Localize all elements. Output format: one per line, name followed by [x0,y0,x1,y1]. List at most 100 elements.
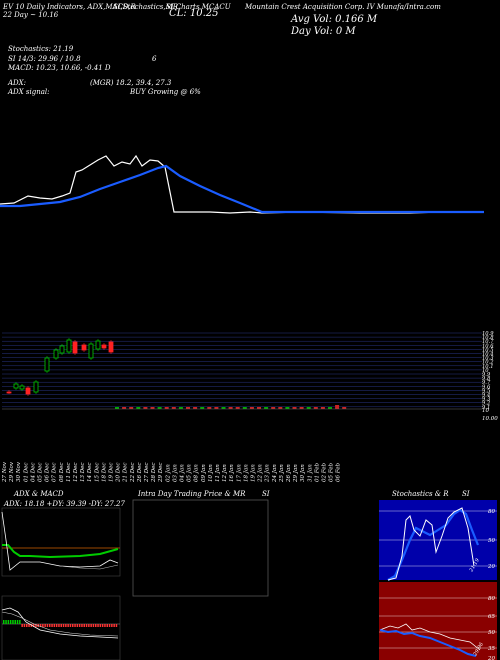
stoch-axis-20: 20 [487,564,495,570]
date-axis-label: 01 Dec [23,463,29,483]
date-axis-label: 05 Feb [329,462,335,482]
macd-hist-bar [85,624,88,627]
rsi-blue-line [379,629,477,657]
macd-hist-bar [76,624,79,627]
candle-body [101,344,107,349]
date-axis-label: 04 Dec [30,463,36,483]
volume-bar [122,407,127,409]
candlesticks [6,338,114,396]
price-axis-label: 10.2 [482,360,494,366]
date-axis-label: 13 Dec [80,463,86,483]
adx-panel-title: ADX & MACD [14,490,64,498]
price-axis-label: 10.7 [482,339,494,345]
chart-title-mid2: SI Charts MCACU [166,3,231,11]
candle-body [44,357,50,372]
volume-bar [313,407,318,409]
macd-hist-bar [23,624,26,627]
date-axis-label: 08 Dec [59,463,65,483]
candle-body [95,340,101,350]
candle-body [33,381,39,393]
macd-hist-bar [81,624,83,627]
price-axis-label: 9.7 [482,380,491,386]
volume-bar [264,407,269,409]
macd-readout: MACD: 10.23, 10.66, -0.41 D [8,64,111,72]
candle-body [19,385,25,390]
adx-panel [1,507,121,577]
date-axis-label: 03 Jan [172,464,178,482]
volume-bar [271,407,276,409]
date-axis-label: 24 Jan [272,464,278,483]
macd-hist-bar [32,624,35,627]
date-axis-label: 31 Jan [307,464,313,482]
price-axis-label: 9.4 [482,393,490,399]
adx-green-line [2,544,119,559]
si-readout: SI 14/3: 29.96 / 10.8 [8,55,81,63]
volume-bar [235,407,240,409]
moving-average-line [0,164,484,214]
macd-hist-bar [106,624,108,627]
macd-hist-bar [14,620,16,624]
macd-hist-bar [74,624,76,627]
chart-title-right: Mountain Crest Acquisition Corp. IV Muna… [245,3,441,11]
price-axis-label: 9.1 [482,405,490,411]
volume-bar [157,407,162,409]
date-axis-label: 11 Jan [215,464,221,482]
date-axis-label: 05 Dec [38,463,44,483]
price-axis-label: 9.5 [482,388,490,394]
price-axis-label: 9.9 [482,372,491,378]
date-axis-label: 05 Jan [187,464,193,482]
intraday-panel-si: SI [262,490,270,498]
macd-hist-bar [115,624,118,627]
stochastics-readout: Stochastics: 21.19 [8,45,74,53]
date-axis-label: 22 Dec [130,463,136,484]
macd-hist-bar [83,624,85,627]
stoch-blue-line [387,508,480,581]
price-axis: 10.910.810.710.610.510.410.310.210.1109.… [482,331,494,411]
date-axis-label: 27 Nov [2,461,8,483]
date-axis-label: 16 Jan [229,464,235,482]
macd-hist-bar [19,620,21,624]
price-axis-label: 9.2 [482,401,490,407]
macd-hist-bar [99,624,102,627]
price-axis-label: 9.3 [482,397,491,403]
date-axis-label: 12 Jan [222,464,228,482]
volume-bar [285,407,290,409]
volume-bar [221,407,226,409]
volume-bar [228,407,233,409]
macd-hist-bar [35,624,37,627]
adx-mgr-readout: (MGR) 18.2, 39.4, 27.3 [90,79,172,87]
macd-hist-bar [7,620,10,624]
adx-panel-values: ADX: 18.18 +DY: 39.39 -DY: 27.27 [4,500,125,508]
date-axis-label: 08 Jan [194,464,200,482]
date-axis-label: 10 Jan [208,464,214,482]
rsi-panel [379,582,497,660]
date-axis-label: 19 Jan [251,464,257,482]
buy-signal-label: BUY Growing @ 6% [130,88,201,96]
volume-bar [186,407,190,409]
date-axis-label: 29 Nov [9,461,15,483]
price-axis-label: 10 [482,368,489,374]
date-axis-label: 02 Feb [322,462,328,482]
macd-hist-bar [113,624,115,627]
intraday-panel [132,499,269,597]
date-axis-label: 02 Jan [165,464,171,482]
volume-bar [207,407,212,409]
volume-bar [115,407,119,409]
candle-body [72,341,78,354]
adx-signal-label: ADX signal: [8,88,50,96]
date-axis-label: 15 Dec [94,463,100,483]
date-axis-label: 14 Dec [87,463,93,483]
date-line: 22 Day ~ 10.16 [3,11,59,19]
volume-bar [164,407,169,409]
candle-body [53,349,59,359]
date-axis-label: 21 Dec [123,463,129,484]
macd-hist-bar [60,624,62,627]
rsi-axis-65: 65 [488,614,495,620]
volume-bar [143,407,148,409]
macd-hist-bar [39,624,42,627]
volume-bar [335,405,340,409]
macd-hist-bar [28,624,30,627]
volume-bar [178,407,183,409]
intraday-panel-title: Intra Day Trading Price & MR [138,490,246,498]
macd-hist-bar [16,620,19,624]
